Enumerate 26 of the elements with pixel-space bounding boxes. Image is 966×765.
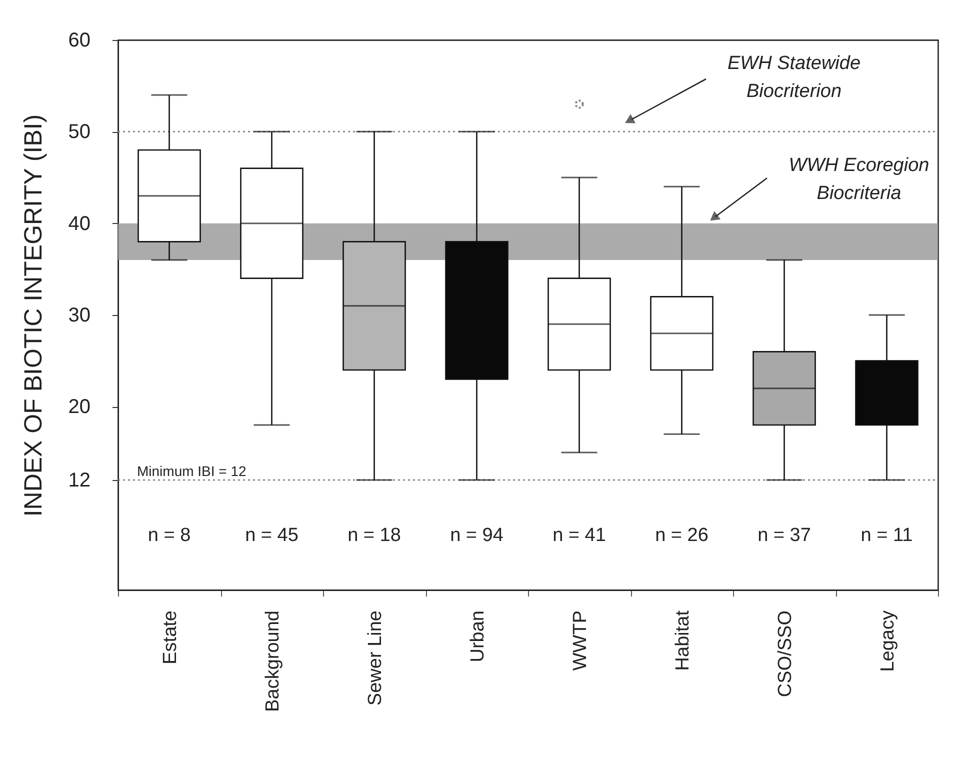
x-tick-label: Legacy	[877, 610, 898, 672]
annotation: n = 41	[552, 525, 606, 546]
x-tick-label: Sewer Line	[364, 610, 386, 706]
y-tick-label: 12	[68, 470, 90, 492]
annotation: n = 18	[348, 525, 401, 546]
y-axis-title: INDEX OF BIOTIC INTEGRITY (IBI)	[19, 114, 48, 517]
annotation: n = 8	[148, 525, 191, 546]
y-tick-label: 50	[68, 121, 90, 144]
annotation: n = 26	[655, 525, 708, 546]
ref-line-label: EWH Statewide Biocriterion	[727, 53, 861, 102]
y-tick-label: 60	[68, 30, 90, 52]
x-tick-label: Habitat	[672, 610, 694, 671]
y-tick-label: 20	[68, 396, 90, 418]
x-tick-label: Background	[262, 610, 284, 712]
ref-line-label: Minimum IBI = 12	[137, 463, 247, 479]
x-tick-label: CSO/SSO	[774, 610, 796, 698]
annotation: n = 45	[245, 525, 298, 546]
annotation: n = 94	[450, 525, 504, 546]
annotation: n = 11	[860, 525, 913, 546]
y-tick-label: 40	[68, 212, 90, 235]
y-tick-label: 30	[68, 304, 90, 326]
x-tick-label: WWTP	[570, 610, 591, 671]
x-tick-label: Urban	[467, 610, 488, 662]
x-tick-label: Estate	[160, 610, 181, 664]
band-label: WWH Ecoregion Biocriteria	[788, 155, 930, 204]
annotation: n = 37	[758, 525, 811, 546]
